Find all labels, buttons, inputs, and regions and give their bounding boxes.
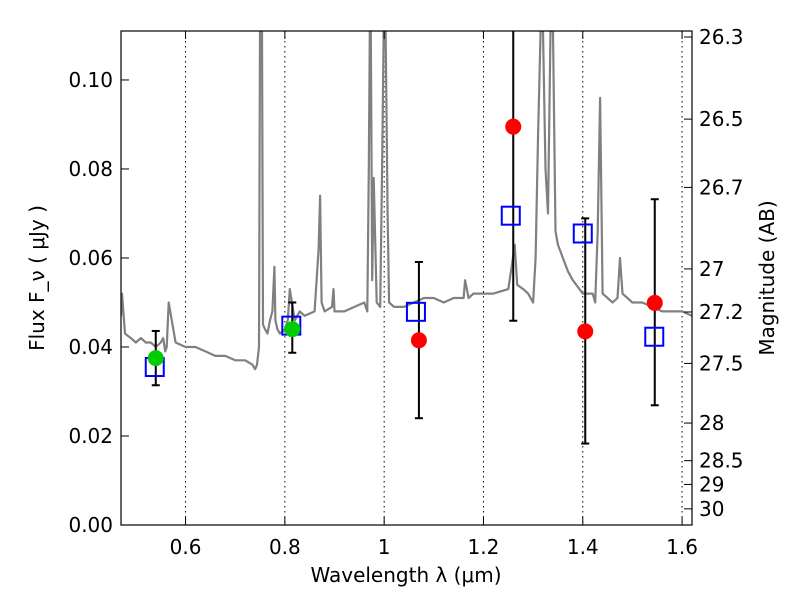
x-tick-label: 1.4 (567, 535, 599, 559)
square-marker (405, 301, 426, 322)
y-axis-right-title: Magnitude (AB) (755, 200, 779, 355)
square-marker (572, 223, 593, 244)
mag-tick-label: 26.7 (699, 175, 744, 199)
ticks-layer: 0.6 0.8 1 1.2 1.4 1.6 0.00 0.02 0.04 0.06 0.08 0.10… (68, 25, 743, 559)
mag-tick-label: 26.3 (699, 25, 744, 49)
mag-tick-label: 28 (699, 411, 724, 435)
x-tick-label: 1.2 (468, 535, 500, 559)
mag-tick-label: 27 (699, 257, 724, 281)
x-tick-label: 0.6 (170, 535, 202, 559)
y-tick-label: 0.06 (68, 246, 113, 270)
red-point (505, 118, 522, 135)
x-axis-title: Wavelength λ (μm) (310, 563, 501, 587)
y-tick-label: 0.10 (68, 68, 113, 92)
mag-tick-label: 29 (699, 472, 724, 496)
red-point (410, 332, 427, 349)
plot-background (121, 31, 692, 525)
mag-tick-label: 30 (699, 497, 724, 521)
mag-tick-label: 27.5 (699, 351, 744, 375)
red-point (577, 323, 594, 340)
square-marker (644, 326, 665, 347)
square-marker (500, 205, 521, 226)
x-tick-label: 1 (378, 535, 391, 559)
green-point (147, 350, 164, 367)
markers-layer (144, 31, 665, 445)
mag-tick-label: 28.5 (699, 449, 744, 473)
y-axis-title: Flux F_ν ( μJy ) (25, 205, 49, 351)
mag-tick-label: 27.2 (699, 300, 744, 324)
mag-tick-label: 26.5 (699, 107, 744, 131)
model-spectrum-line (121, 31, 692, 371)
y-tick-label: 0.08 (68, 157, 113, 181)
series-layer (121, 31, 692, 371)
y-tick-label: 0.02 (68, 424, 113, 448)
red-point (646, 294, 663, 311)
x-tick-label: 0.8 (269, 535, 301, 559)
y-tick-label: 0.00 (68, 513, 113, 537)
plot-frame (120, 30, 693, 526)
x-tick-label: 1.6 (666, 535, 698, 559)
y-tick-label: 0.04 (68, 335, 113, 359)
green-point (284, 321, 301, 338)
